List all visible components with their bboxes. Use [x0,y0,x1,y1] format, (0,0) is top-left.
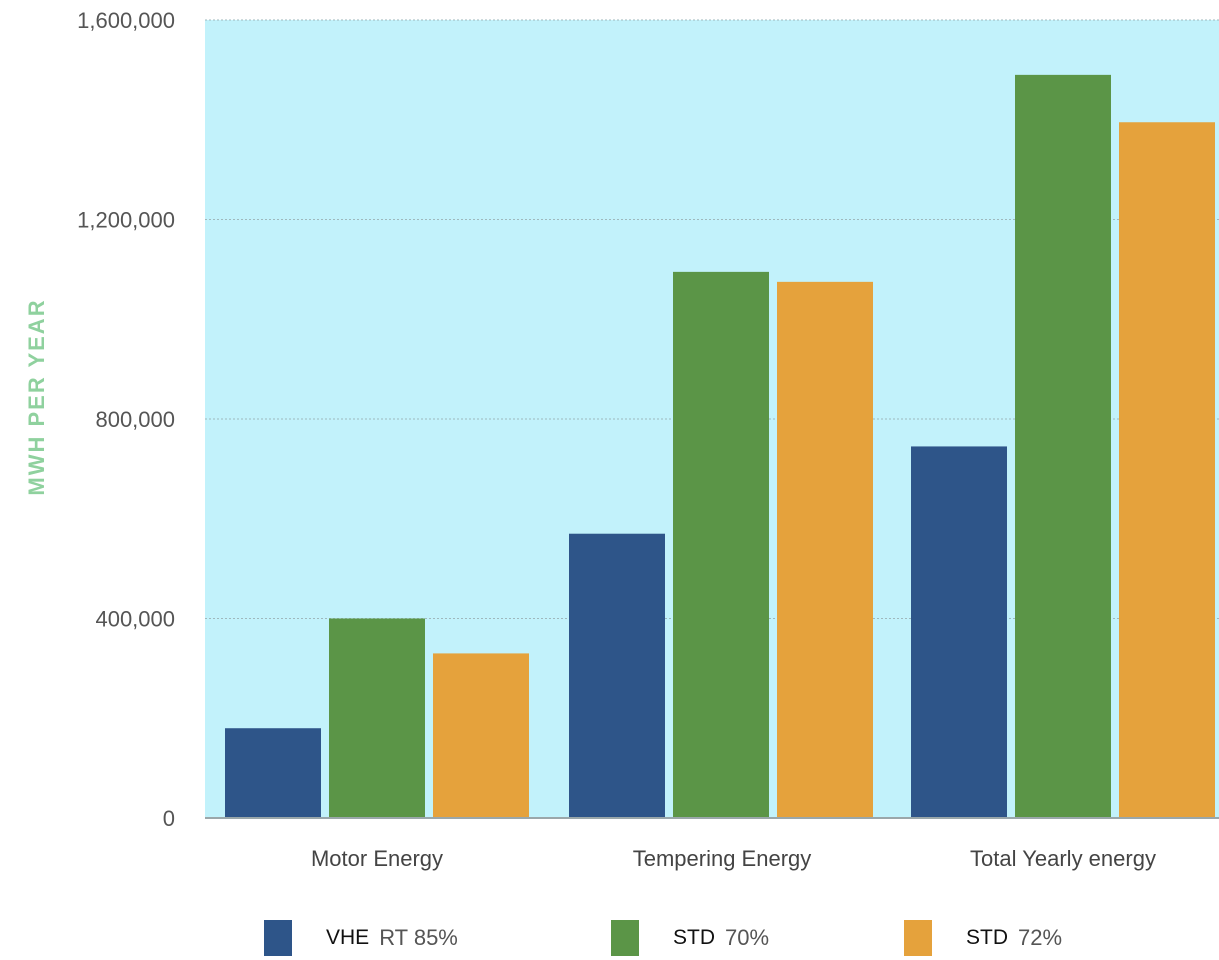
legend-label-sub: 72% [1018,925,1063,950]
legend-label-sub: 70% [725,925,770,950]
y-tick-label: 400,000 [95,607,175,632]
legend-item-vhe-rt-85: VHE RT 85% [264,920,458,956]
legend-item-std-72: STD 72% [904,920,1062,956]
legend-label-main: STD [966,926,1008,949]
bar-total-yearly-energy-series-2 [1015,74,1111,819]
legend-label-main: STD [673,926,715,949]
bar-motor-energy-series-3 [433,653,529,818]
bars [225,74,1215,819]
y-tick-label: 800,000 [95,407,175,432]
legend-label-sub: RT 85% [379,925,458,950]
legend-label-main: VHE [326,926,370,949]
bar-tempering-energy-series-1 [569,533,665,818]
bar-total-yearly-energy-series-1 [911,446,1007,818]
x-category-label: Tempering Energy [633,846,812,871]
legend-swatch-std-70 [611,920,639,956]
y-axis-ticks: 0 400,000 800,000 1,200,000 1,600,000 [77,8,175,831]
legend-swatch-std-72 [904,920,932,956]
y-tick-label: 1,200,000 [77,208,175,233]
bar-total-yearly-energy-series-3 [1119,122,1215,818]
y-axis-label: MWH PER YEAR [24,298,49,495]
x-axis-categories: Motor Energy Tempering Energy Total Yearly… [311,846,1156,871]
y-tick-label: 0 [163,806,175,831]
bar-tempering-energy-series-3 [777,281,873,818]
bar-tempering-energy-series-2 [673,271,769,818]
legend: VHE RT 85% STD 70% STD 72% [0,920,1219,960]
bar-chart: 0 400,000 800,000 1,200,000 1,600,000 Motor … [24,8,1219,871]
x-category-label: Total Yearly energy [970,846,1156,871]
bar-motor-energy-series-1 [225,728,321,818]
legend-item-std-70: STD 70% [611,920,769,956]
legend-swatch-vhe [264,920,292,956]
bar-motor-energy-series-2 [329,618,425,818]
x-category-label: Motor Energy [311,846,443,871]
y-tick-label: 1,600,000 [77,8,175,33]
